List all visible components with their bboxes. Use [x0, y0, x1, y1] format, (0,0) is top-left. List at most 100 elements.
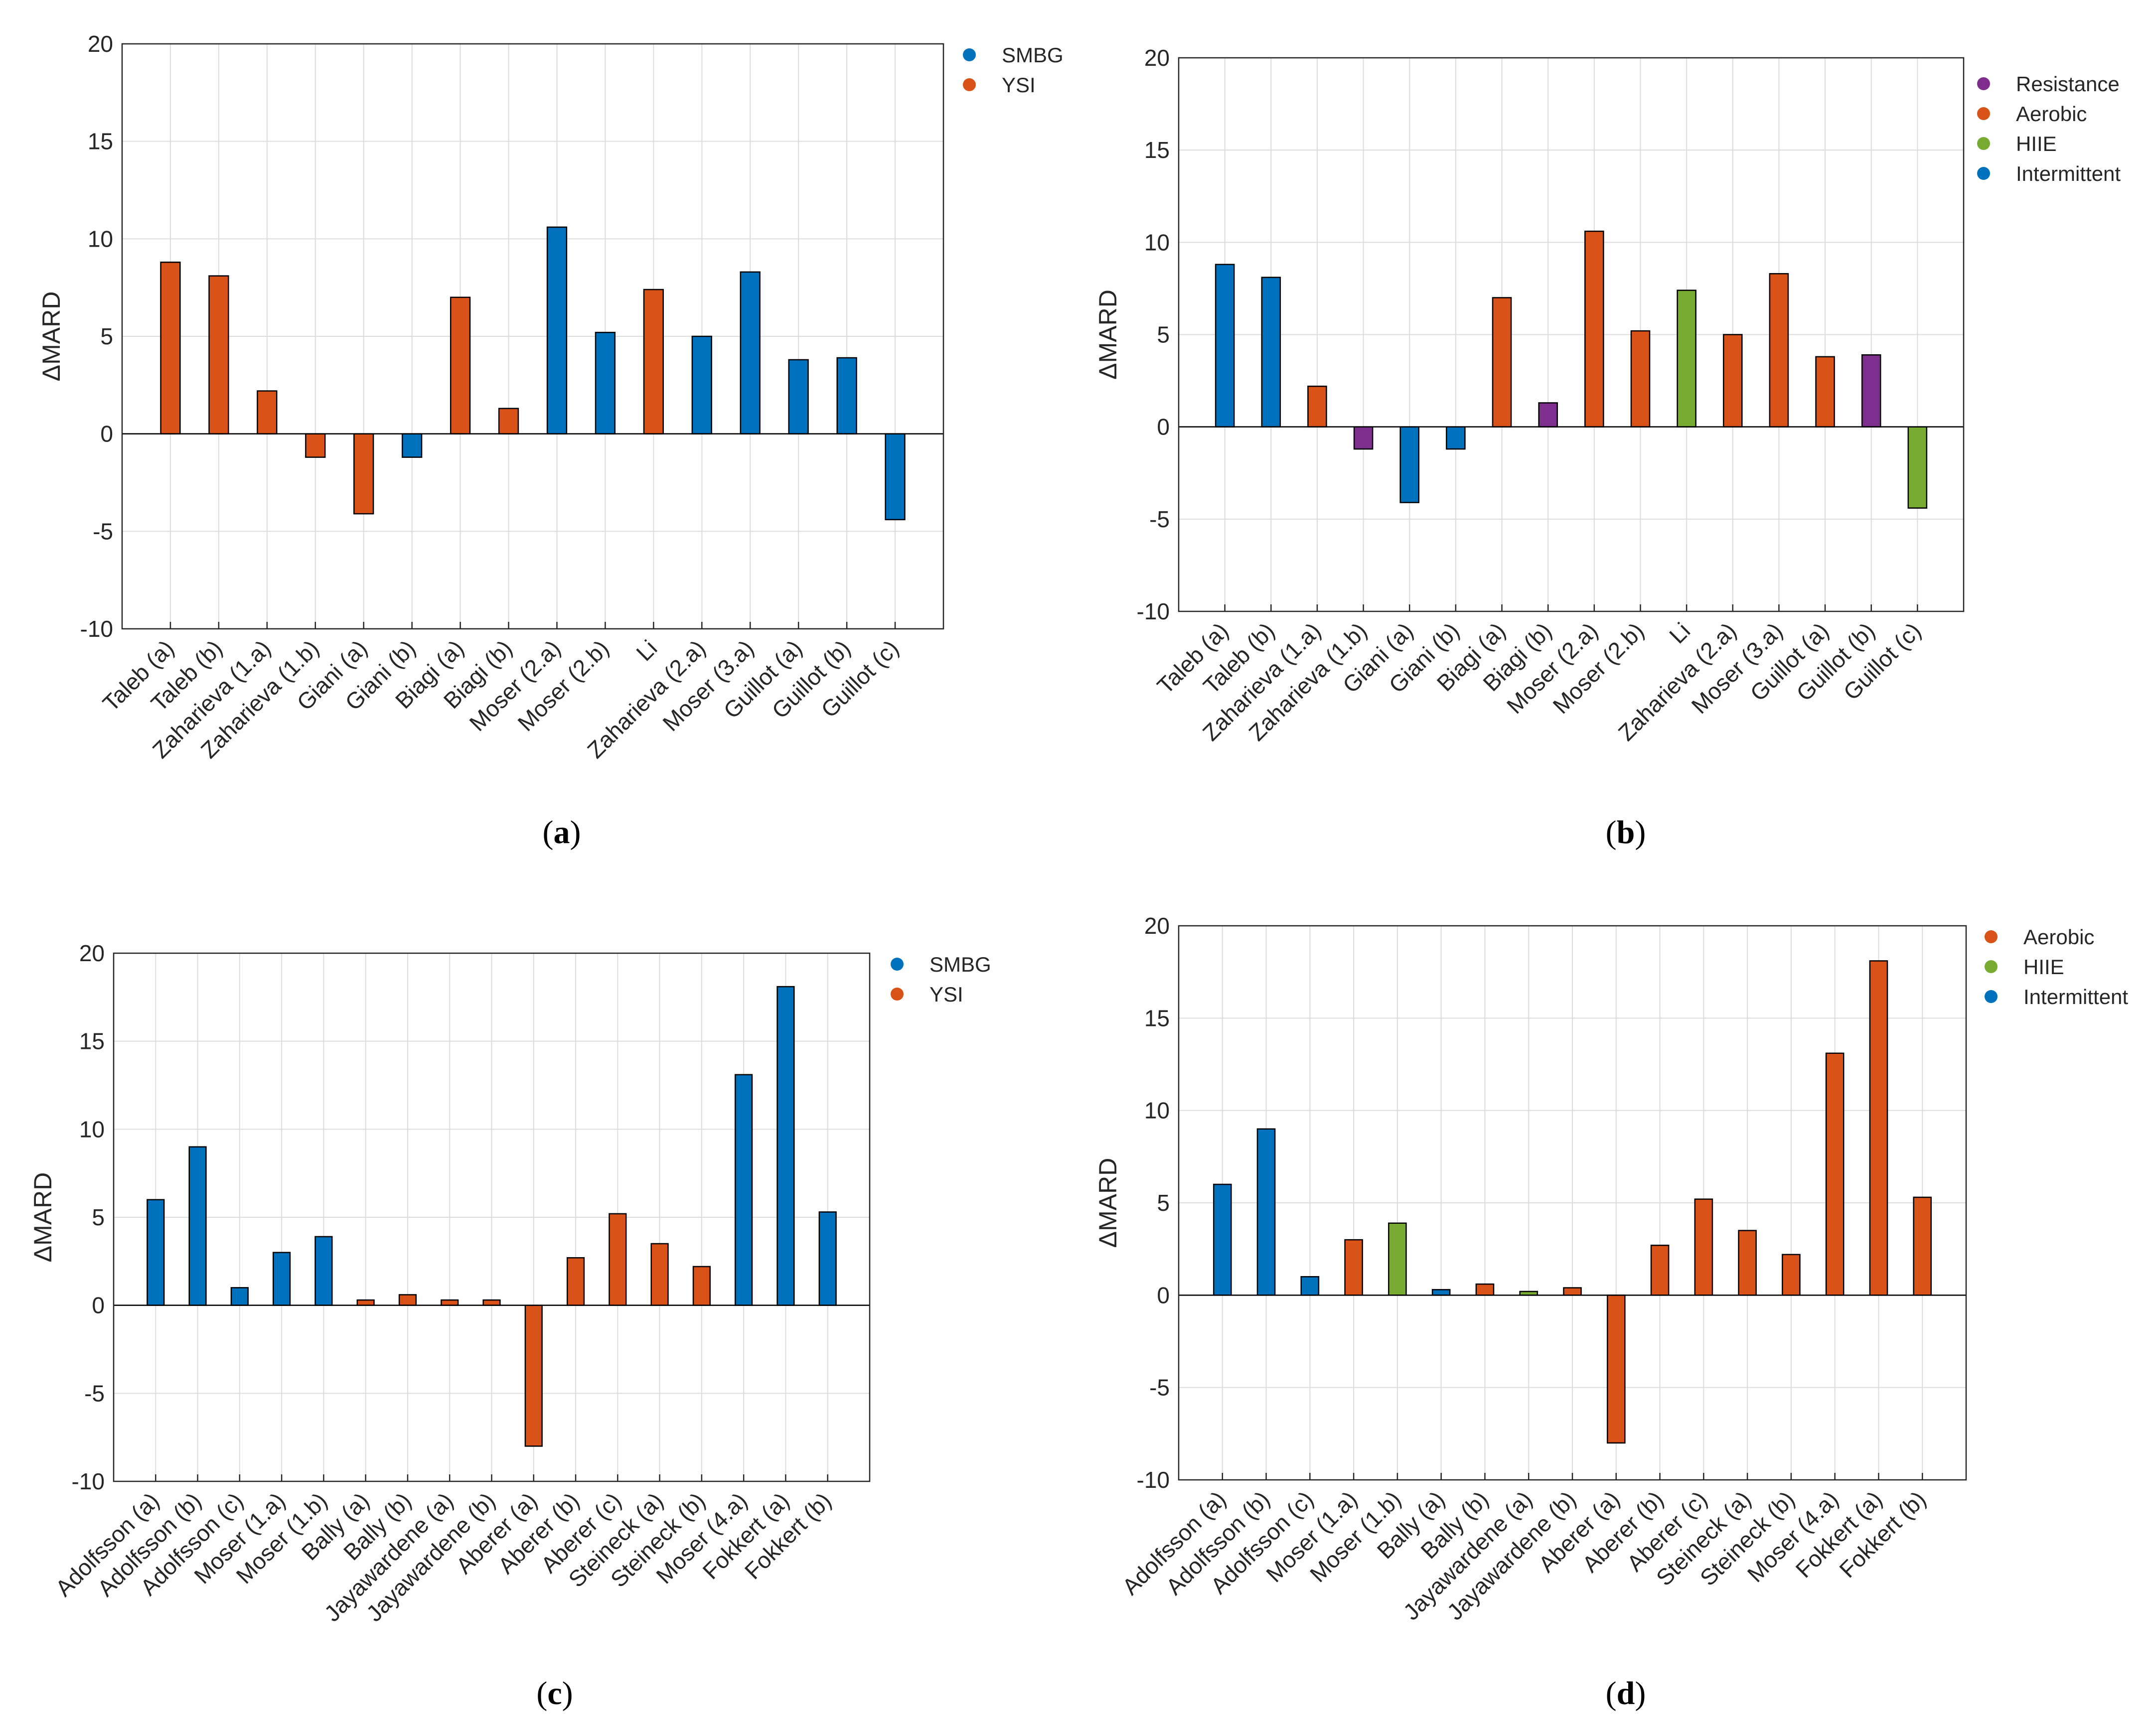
bar: [1630, 330, 1651, 428]
y-tick-label: 10: [1144, 1098, 1170, 1124]
y-tick-label: 10: [79, 1116, 105, 1142]
bar: [643, 288, 664, 434]
caption-open: (: [1606, 814, 1617, 851]
y-tick-label: 10: [88, 226, 113, 252]
bar: [1907, 426, 1928, 509]
bar: [1492, 297, 1512, 428]
bar: [1584, 230, 1604, 428]
bar: [1215, 264, 1235, 428]
bar: [1606, 1295, 1626, 1444]
bar: [609, 1213, 627, 1306]
bar: [1677, 289, 1696, 428]
bar: [735, 1074, 753, 1306]
legend-marker: [1977, 167, 1990, 180]
y-tick-label: -5: [93, 518, 113, 544]
caption-open: (: [1606, 1675, 1617, 1712]
y-tick-label: 20: [1144, 913, 1170, 939]
bar: [692, 1266, 711, 1306]
legend-label: Aerobic: [2016, 102, 2087, 126]
legend-marker: [891, 958, 904, 971]
y-tick-label: -10: [72, 1468, 105, 1494]
caption-close: ): [562, 1675, 573, 1712]
y-tick-label: 5: [1157, 1190, 1170, 1216]
bar: [208, 275, 229, 434]
legend-label: YSI: [1002, 73, 1036, 97]
legend-label: SMBG: [929, 953, 991, 976]
axes-box: [1178, 57, 1965, 612]
bar: [740, 271, 761, 434]
y-axis-label: ΔMARD: [37, 291, 65, 382]
bar: [1861, 354, 1881, 428]
y-tick-label: 20: [1144, 45, 1170, 71]
bar: [147, 1199, 165, 1306]
legend-label: SMBG: [1002, 43, 1064, 67]
caption-close: ): [570, 814, 581, 851]
caption-close: ): [1635, 814, 1646, 851]
bar: [188, 1146, 207, 1306]
caption-letter: c: [547, 1675, 562, 1712]
bar: [398, 1294, 417, 1306]
caption-letter: d: [1617, 1675, 1635, 1712]
y-tick-label: 5: [92, 1204, 105, 1230]
bar: [1825, 1052, 1845, 1296]
legend-marker: [1977, 77, 1990, 90]
bar: [498, 408, 519, 434]
bar: [1694, 1198, 1713, 1296]
axes-box: [121, 43, 944, 630]
legend-marker: [1977, 107, 1990, 120]
y-tick-label: 15: [1144, 137, 1170, 163]
bar: [1722, 334, 1743, 428]
panel-caption: (b): [1606, 814, 1646, 851]
bar: [1213, 1183, 1232, 1296]
bar: [1782, 1254, 1801, 1296]
legend-label: YSI: [929, 983, 963, 1006]
bar: [1538, 402, 1558, 428]
y-tick-label: -10: [1137, 1467, 1170, 1493]
bar: [1913, 1196, 1932, 1296]
bar: [273, 1252, 291, 1306]
caption-letter: a: [554, 814, 570, 851]
bar: [305, 433, 326, 458]
bar: [356, 1299, 375, 1306]
bar: [885, 433, 906, 521]
bar: [1307, 385, 1327, 428]
bar: [1769, 273, 1789, 428]
bar: [650, 1243, 669, 1306]
bar: [1261, 277, 1281, 428]
x-tick-label: Li: [1664, 617, 1695, 648]
panel-caption: (c): [536, 1675, 573, 1712]
bar: [1475, 1283, 1495, 1296]
legend-marker: [1985, 990, 1998, 1003]
legend-label: Intermittent: [2016, 162, 2121, 185]
y-tick-label: 15: [1144, 1005, 1170, 1031]
bar: [1353, 426, 1374, 450]
y-tick-label: 0: [92, 1293, 105, 1318]
bar: [1869, 960, 1888, 1296]
y-axis-label: ΔMARD: [1094, 1158, 1122, 1248]
caption-close: ): [1635, 1675, 1646, 1712]
y-tick-label: 20: [79, 940, 105, 966]
bar: [524, 1304, 543, 1447]
bar: [1388, 1222, 1407, 1296]
caption-open: (: [536, 1675, 547, 1712]
y-tick-label: 0: [1157, 414, 1170, 440]
legend-marker: [963, 48, 976, 61]
y-axis-label: ΔMARD: [1094, 289, 1122, 380]
y-tick-label: -5: [1149, 506, 1170, 532]
y-axis-label: ΔMARD: [29, 1172, 57, 1263]
bar: [546, 226, 568, 434]
panel-caption: (a): [543, 814, 581, 851]
legend-marker: [1985, 930, 1998, 943]
legend-label: HIIE: [2023, 955, 2064, 979]
legend-marker: [891, 988, 904, 1001]
bar: [1738, 1230, 1757, 1296]
bar: [353, 433, 374, 515]
bar: [818, 1211, 837, 1306]
bar: [314, 1236, 333, 1306]
bar: [482, 1299, 501, 1306]
bar: [776, 986, 795, 1306]
bar: [450, 296, 471, 434]
bar: [566, 1257, 585, 1306]
legend-marker: [1985, 960, 1998, 973]
